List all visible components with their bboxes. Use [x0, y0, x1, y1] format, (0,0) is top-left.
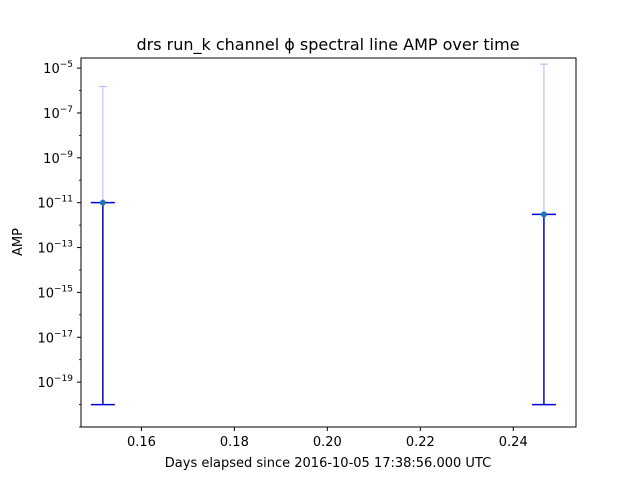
y-tick-label-4: 10−11: [37, 195, 73, 212]
plot-frame: [80, 57, 577, 428]
x-tick-label-1: 0.18: [220, 435, 249, 450]
y-tick-label-0: 10−19: [37, 374, 73, 391]
data-point-1: [540, 211, 547, 218]
y-tick-label-3: 10−13: [37, 240, 73, 257]
y-axis-label: AMP: [11, 228, 26, 256]
upper-envelope-group: [98, 63, 548, 215]
x-axis-ticks: 0.16 0.18 0.20 0.22 0.24: [127, 427, 528, 450]
x-tick-label-2: 0.20: [313, 435, 342, 450]
x-tick-label-3: 0.22: [406, 435, 435, 450]
errorbar-group: [90, 201, 556, 406]
y-tick-label-7: 10−5: [43, 60, 73, 77]
x-tick-label-0: 0.16: [127, 435, 156, 450]
y-tick-label-2: 10−15: [37, 284, 73, 301]
x-axis-label: Days elapsed since 2016-10-05 17:38:56.0…: [165, 456, 491, 471]
chart-title: drs run_k channel ϕ spectral line AMP ov…: [136, 35, 519, 55]
y-tick-label-6: 10−7: [43, 105, 73, 122]
x-tick-label-4: 0.24: [499, 435, 528, 450]
y-tick-label-1: 10−17: [37, 329, 73, 346]
y-tick-label-5: 10−9: [43, 150, 73, 167]
y-axis-ticks: 10−19 10−17 10−15 10−13 10−11 10−9 10−7 10−5: [37, 60, 81, 428]
data-point-group: [99, 199, 547, 218]
data-point-0: [99, 199, 106, 206]
